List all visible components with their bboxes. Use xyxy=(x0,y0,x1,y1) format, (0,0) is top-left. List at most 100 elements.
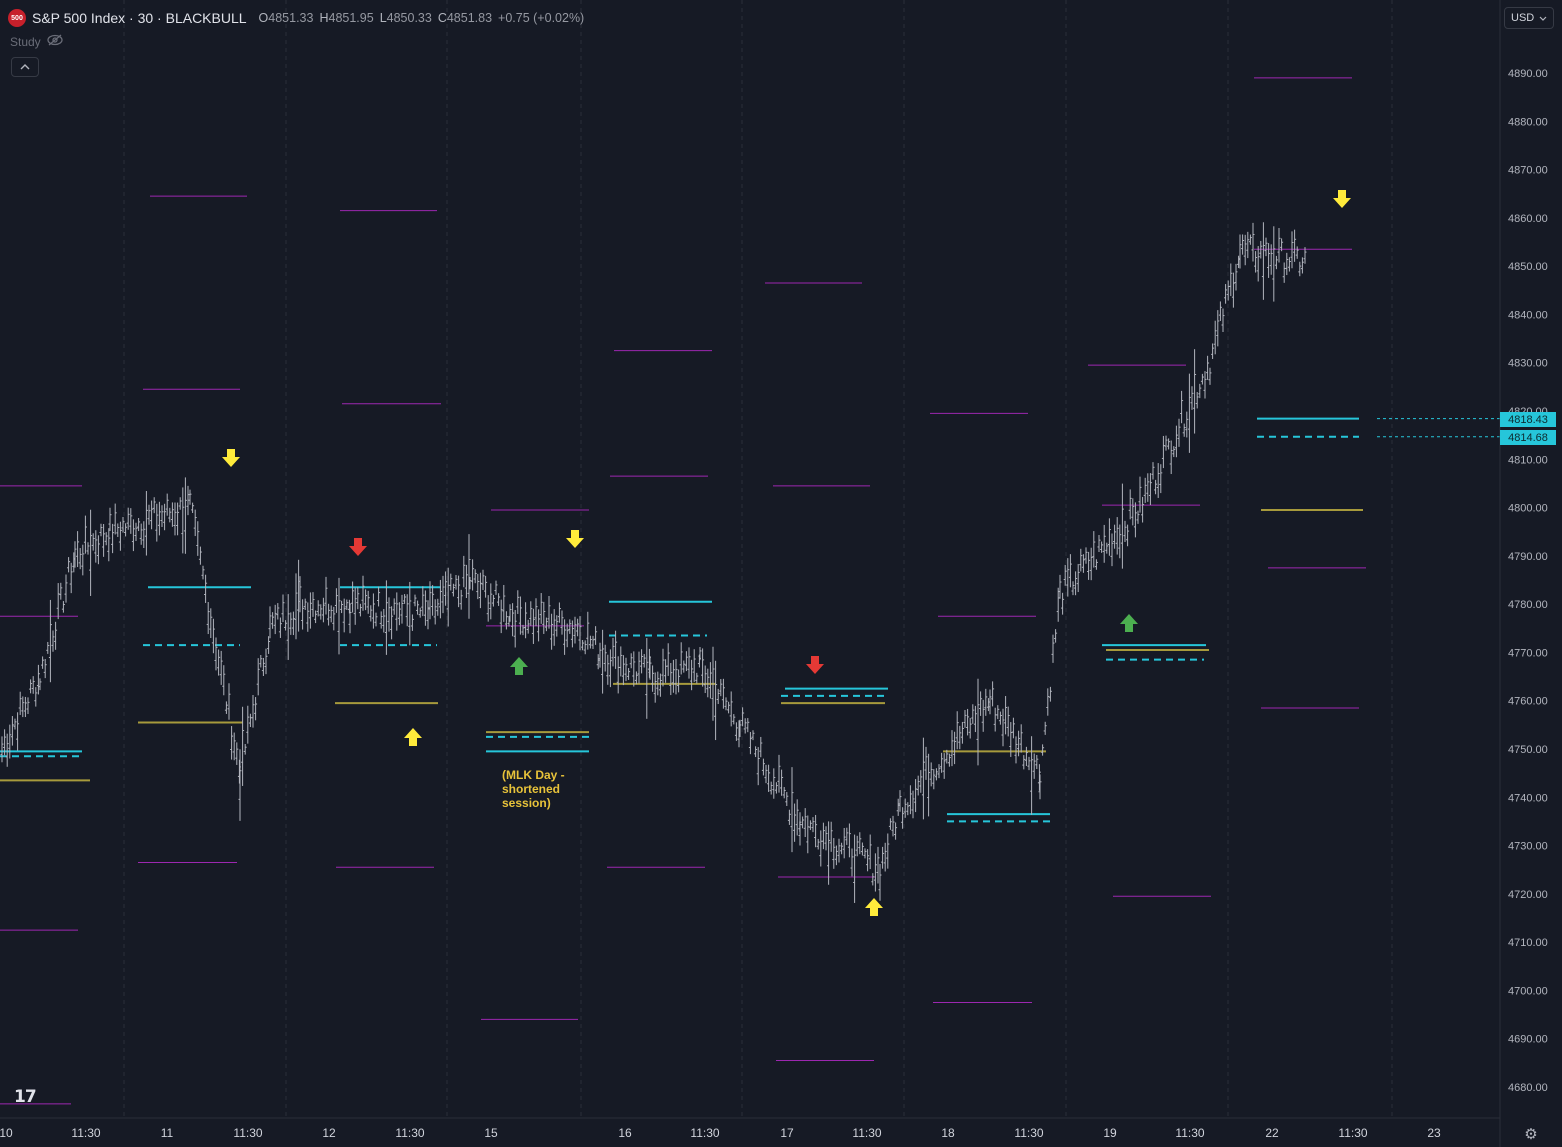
price-bar xyxy=(1046,688,1050,716)
price-bar xyxy=(281,594,285,623)
price-bar xyxy=(67,557,71,573)
time-tick-label: 11:30 xyxy=(1014,1126,1043,1140)
price-bar xyxy=(711,646,715,721)
price-bar xyxy=(1280,238,1284,252)
price-bar xyxy=(729,691,733,727)
price-bar xyxy=(457,575,461,608)
price-bar xyxy=(1272,226,1276,302)
price-bar xyxy=(698,646,702,661)
price-bar xyxy=(724,697,728,711)
price-bar xyxy=(1200,373,1204,385)
price-bar xyxy=(351,581,355,613)
price-bar xyxy=(942,753,946,779)
price-bar xyxy=(785,792,789,807)
price-bars xyxy=(0,222,1307,903)
price-bar xyxy=(1234,263,1238,291)
price-bar xyxy=(403,594,407,604)
price-bar xyxy=(513,609,517,648)
price-bar xyxy=(1138,476,1142,513)
price-bar xyxy=(1151,462,1155,480)
price-bar xyxy=(1159,464,1163,494)
price-bar xyxy=(1277,227,1281,263)
price-bar xyxy=(353,587,357,625)
tradingview-logo-icon[interactable]: 17 xyxy=(14,1087,37,1107)
price-bar xyxy=(1213,320,1217,355)
price-bar xyxy=(379,611,383,629)
price-bar xyxy=(107,528,111,562)
price-bar xyxy=(1261,222,1265,300)
price-bar xyxy=(827,821,831,885)
price-bar xyxy=(147,504,151,525)
price-bar xyxy=(377,586,381,607)
price-bar xyxy=(261,657,265,677)
high-label: H xyxy=(319,11,329,25)
price-bar xyxy=(400,594,404,624)
price-bar xyxy=(624,657,628,682)
price-bar xyxy=(163,503,167,531)
price-bar xyxy=(1256,246,1260,282)
price-bar xyxy=(314,610,318,624)
price-bar xyxy=(243,743,247,755)
price-bar xyxy=(842,828,846,859)
price-bar xyxy=(241,706,245,786)
price-bar xyxy=(614,630,618,669)
price-bar xyxy=(1259,240,1263,259)
price-bar xyxy=(316,600,320,617)
price-bar xyxy=(444,571,448,606)
price-bar xyxy=(666,643,670,676)
price-bar xyxy=(116,523,120,537)
price-bar xyxy=(1229,263,1233,297)
price-bar xyxy=(896,798,900,816)
price-bar xyxy=(8,724,12,759)
price-bar xyxy=(557,602,561,623)
time-axis[interactable]: 10 11:30 11 11:30 12 11:30 15 16 11:30 17 11:30 18 1… xyxy=(0,1117,1500,1140)
price-bar xyxy=(1105,542,1109,554)
price-bar xyxy=(1198,383,1202,399)
price-bar xyxy=(669,663,673,696)
price-bar xyxy=(801,816,805,829)
price-tag-first: 4818.43 xyxy=(1500,412,1556,427)
symbol-title[interactable]: S&P 500 Index · 30 · BLACKBULL xyxy=(32,10,247,26)
currency-selector[interactable]: USD xyxy=(1504,7,1554,29)
gear-icon[interactable]: ⚙ xyxy=(1524,1126,1538,1143)
price-bar xyxy=(214,637,218,671)
price-bar xyxy=(565,623,569,648)
price-bar xyxy=(91,533,95,551)
price-bar xyxy=(390,606,394,640)
price-bar xyxy=(1187,373,1191,453)
collapse-legend-button[interactable] xyxy=(11,57,39,77)
price-bar xyxy=(1041,744,1045,756)
price-bar xyxy=(695,672,699,684)
price-bar xyxy=(821,822,825,850)
price-bar xyxy=(1226,280,1230,301)
price-bar xyxy=(502,584,506,622)
price-bar xyxy=(113,503,117,535)
price-bar xyxy=(518,596,522,635)
close-value: 4851.83 xyxy=(446,11,493,25)
price-bar xyxy=(738,719,742,737)
price-bar xyxy=(911,790,915,819)
price-bar xyxy=(104,532,108,546)
eye-hidden-icon[interactable] xyxy=(47,34,63,49)
time-tick-label: 11:30 xyxy=(690,1126,719,1140)
price-bar xyxy=(342,598,346,633)
price-bar xyxy=(421,586,425,617)
price-bar xyxy=(235,742,239,765)
price-bar xyxy=(324,576,328,615)
price-bar xyxy=(462,555,466,588)
study-legend[interactable]: Study xyxy=(10,34,63,49)
price-bar xyxy=(850,848,854,877)
price-bar xyxy=(38,678,42,691)
price-bar xyxy=(606,654,610,685)
price-bar xyxy=(555,615,559,637)
price-bar xyxy=(692,649,696,682)
price-bar xyxy=(238,749,242,821)
price-bar xyxy=(560,610,564,635)
price-bar xyxy=(881,846,885,869)
price-bar xyxy=(679,642,683,675)
price-axis[interactable]: 4680.00 4690.00 4700.00 4710.00 4720.00 4730.… xyxy=(1499,0,1548,1147)
price-bar xyxy=(1287,257,1291,272)
price-bar xyxy=(1146,473,1150,502)
time-tick-label: 18 xyxy=(941,1126,955,1140)
